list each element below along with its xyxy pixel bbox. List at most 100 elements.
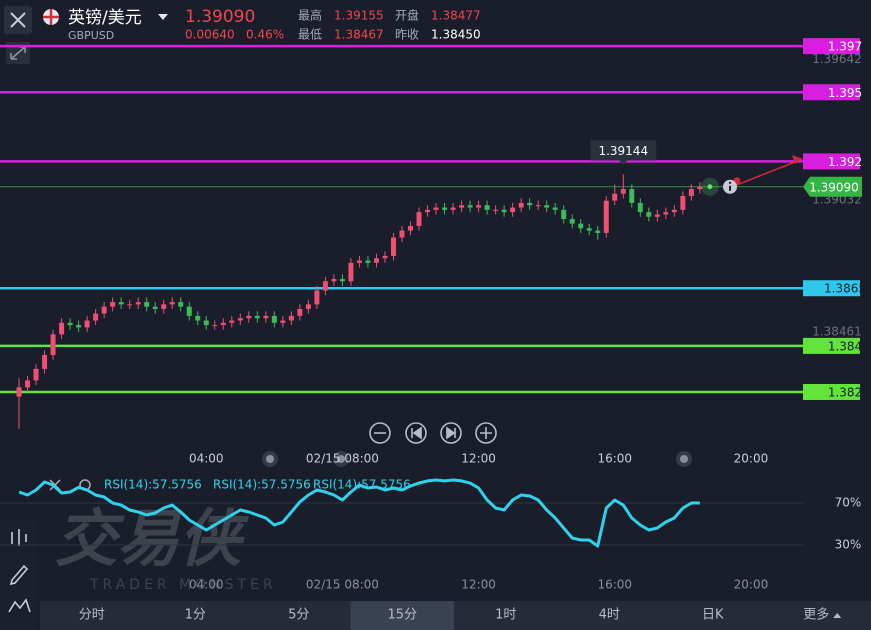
symbol[interactable]: 英镑/美元: [68, 8, 142, 28]
tab[interactable]: 更多: [803, 607, 829, 623]
max-label-box: [590, 140, 657, 161]
indicator-tool[interactable]: [11, 529, 27, 546]
tab[interactable]: 1时: [495, 608, 516, 623]
tab[interactable]: 15分: [387, 608, 417, 623]
price-tag: [803, 176, 862, 197]
chart-type-tool[interactable]: [8, 598, 31, 613]
tab[interactable]: 4时: [599, 608, 620, 623]
last-button[interactable]: [440, 422, 462, 444]
expand-icon: [10, 46, 26, 60]
candle-body: [195, 315, 201, 321]
candle-body: [518, 202, 524, 208]
candle-body: [186, 306, 192, 316]
candle-body: [314, 290, 320, 305]
flag-cross: [43, 9, 59, 25]
candle-body: [535, 205, 541, 207]
candle-body: [93, 313, 99, 321]
candle-body: [373, 258, 379, 263]
forecast-arrow: [731, 159, 801, 188]
candle-body: [569, 219, 575, 224]
tab[interactable]: 5分: [288, 608, 309, 623]
candle-body: [127, 304, 133, 306]
candle-body: [220, 322, 226, 326]
candle-body: [237, 318, 243, 321]
candle-body: [459, 205, 465, 208]
candle-body: [203, 320, 209, 326]
y-tick-label: 1.39642: [812, 52, 862, 66]
watermark-subtitle: TRADER MONSTER: [89, 577, 277, 593]
y-tick-label: 1.38461: [812, 324, 862, 338]
candle-body: [297, 308, 303, 316]
candle-body: [263, 315, 269, 319]
rsi-line: [18, 478, 700, 548]
candle-body: [356, 260, 362, 263]
first-icon: [411, 426, 422, 440]
candle-body: [135, 302, 141, 305]
zoom-in-button[interactable]: [475, 422, 497, 444]
stat-value: 1.39155: [334, 9, 384, 23]
candle-body: [348, 262, 354, 282]
symbol-code: GBPUSD: [68, 29, 114, 42]
candle-body: [544, 205, 550, 208]
candle-body: [612, 193, 618, 201]
zoom-in-icon: [480, 427, 492, 439]
candle-body: [25, 380, 31, 388]
symbol-dropdown[interactable]: [158, 14, 168, 20]
zoom-controls: [369, 422, 497, 444]
candle-body: [399, 230, 405, 238]
tab[interactable]: 日K: [702, 608, 724, 623]
x-tick-label: 04:00: [189, 578, 224, 592]
level-label-box: [803, 153, 860, 170]
x-tick-label: 04:00: [189, 452, 224, 466]
level-label: 1.3865: [824, 282, 866, 296]
tab[interactable]: 1分: [185, 608, 206, 623]
candle-body: [59, 322, 65, 335]
first-button[interactable]: [405, 422, 427, 444]
candle-body: [620, 189, 626, 194]
candle-body: [178, 302, 184, 307]
candle-body: [33, 368, 39, 381]
y-tick-label: 30%: [835, 538, 862, 552]
candle-body: [450, 207, 456, 210]
stat-value: 1.38467: [334, 28, 384, 42]
x-tick-label: 20:00: [734, 578, 769, 592]
candle-body: [169, 302, 175, 305]
time-marker-core: [266, 455, 274, 463]
level-label: 1.392: [828, 155, 862, 169]
change-percent: 0.46%: [246, 28, 284, 42]
candle-body: [433, 207, 439, 210]
candle-body: [467, 205, 473, 208]
candle-body: [697, 186, 703, 190]
candle-body: [382, 255, 388, 259]
stat-value: 1.38477: [431, 9, 481, 23]
zoom-out-button[interactable]: [369, 422, 391, 444]
candle-body: [671, 209, 677, 213]
candle-body: [629, 189, 635, 203]
candle-body: [408, 225, 414, 231]
stat-label: 开盘: [395, 8, 419, 23]
level-label-box: [803, 84, 860, 101]
candle-body: [322, 281, 328, 291]
stats: 最高 1.39155 开盘 1.38477 最低 1.38467 昨收 1.38450: [298, 8, 481, 42]
change: 0.00640: [185, 28, 235, 42]
tab[interactable]: 分时: [79, 608, 105, 623]
last-icon: [446, 426, 456, 440]
candle-body: [688, 189, 694, 196]
price-tag-label: 1.39090: [809, 180, 859, 194]
level-label-box: [803, 383, 860, 400]
candle-body: [280, 320, 286, 323]
candle-body: [595, 230, 601, 233]
candle-body: [101, 306, 107, 314]
candle-body: [42, 355, 48, 369]
candle-body: [484, 205, 490, 210]
candle-body: [654, 214, 660, 217]
x-tick-label: 12:00: [461, 452, 496, 466]
tab-selected[interactable]: [350, 601, 455, 630]
x-tick-label: 20:00: [734, 452, 769, 466]
candle-body: [331, 279, 337, 282]
candle-body: [254, 315, 260, 319]
draw-tool[interactable]: [9, 564, 29, 586]
candle-body: [84, 320, 90, 328]
